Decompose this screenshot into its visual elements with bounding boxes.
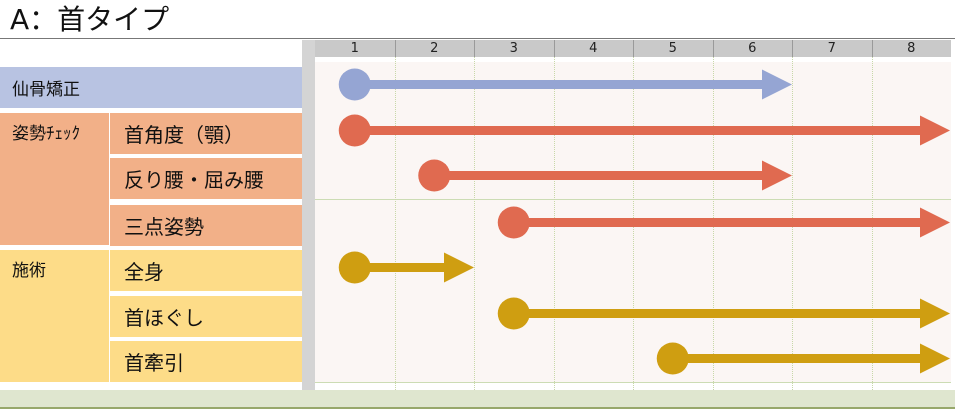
column-divider: [792, 40, 793, 57]
start-dot: [497, 206, 530, 239]
grid-column-line: [394, 57, 396, 390]
column-divider: [871, 40, 873, 57]
category-sacrum-correction: 仙骨矯正: [0, 67, 302, 108]
arrow-head: [920, 115, 950, 146]
arrow-head: [920, 343, 950, 374]
column-label-5: 5: [668, 41, 677, 56]
footer-band: [0, 390, 955, 407]
row-label-neck-angle: 首角度（顎）: [110, 113, 302, 154]
arrow-head: [762, 69, 792, 100]
row-label-whole-body: 全身: [110, 250, 302, 291]
start-dot: [338, 114, 371, 147]
column-divider: [474, 40, 475, 57]
arrow-head: [920, 207, 950, 238]
column-divider: [633, 40, 634, 57]
column-label-6: 6: [748, 41, 757, 56]
column-label-4: 4: [589, 41, 598, 56]
row-label-neck-traction: 首牽引: [110, 341, 302, 382]
start-dot: [497, 297, 530, 330]
column-label-2: 2: [430, 41, 439, 56]
arrow-head: [762, 160, 792, 191]
category-treatment: 施術: [0, 250, 109, 382]
page-title: A：首タイプ: [10, 3, 170, 36]
footer-divider: [0, 407, 955, 409]
column-label-1: 1: [350, 41, 359, 56]
column-divider: [712, 40, 714, 57]
category-posture-check: 姿勢ﾁｪｯｸ: [0, 113, 109, 245]
column-label-8: 8: [907, 41, 916, 56]
start-dot: [418, 159, 451, 192]
column-header: 1 2 3 4 5 6 7 8: [315, 40, 951, 57]
start-dot: [338, 251, 371, 284]
row-label-neck-release: 首ほぐし: [110, 296, 302, 337]
grid-column-line: [474, 57, 475, 390]
start-dot: [338, 68, 371, 101]
column-label-3: 3: [509, 41, 518, 56]
column-label-7: 7: [827, 41, 836, 56]
arrow-head: [920, 298, 950, 329]
row-label-sway-back: 反り腰・屈み腰: [110, 158, 302, 199]
column-divider: [394, 40, 396, 57]
start-dot: [656, 342, 689, 375]
row-label-three-point-posture: 三点姿勢: [110, 205, 302, 246]
row-header-separator: [302, 40, 315, 390]
title-divider: [0, 38, 955, 39]
header-blank: [0, 40, 302, 57]
column-divider: [553, 40, 555, 57]
arrow-head: [444, 252, 474, 283]
